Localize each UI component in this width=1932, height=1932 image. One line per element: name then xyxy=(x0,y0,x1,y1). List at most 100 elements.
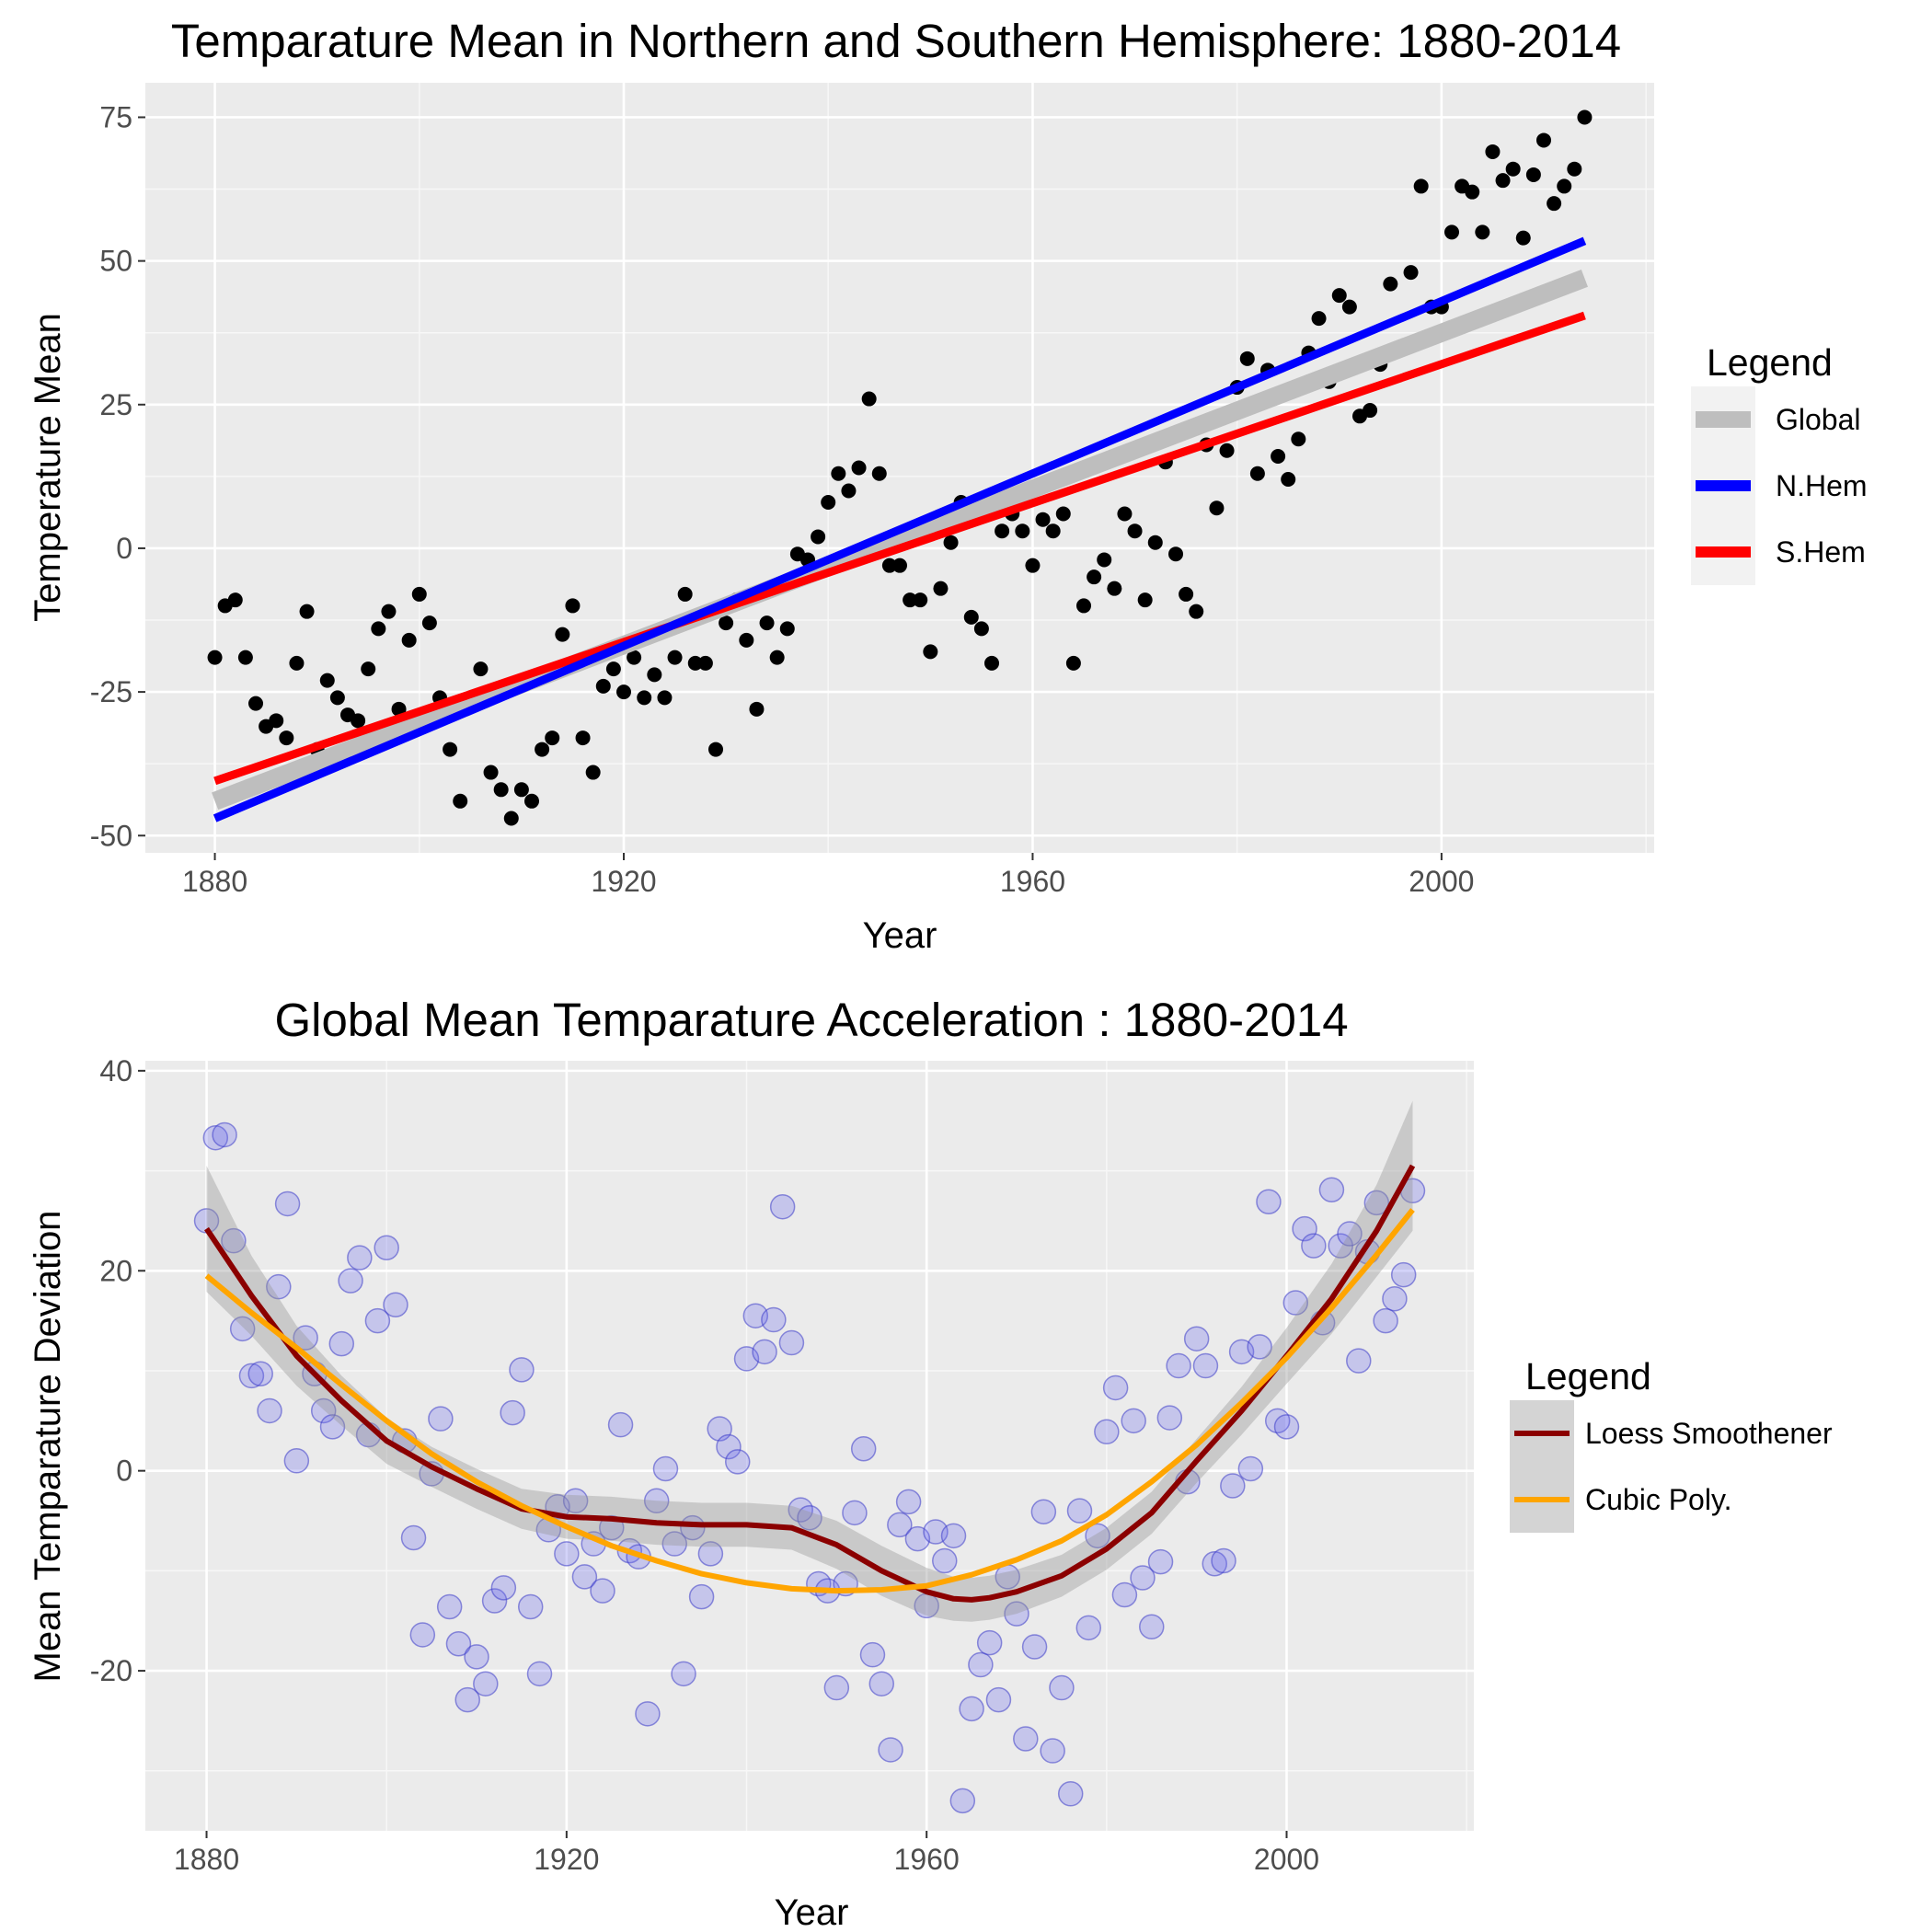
data-point xyxy=(1346,1348,1372,1374)
data-point xyxy=(1271,449,1286,465)
data-point xyxy=(823,1674,850,1701)
acceleration-chart: Global Mean Temparature Acceleration : 1… xyxy=(28,994,1833,1932)
data-layer xyxy=(207,109,1593,826)
data-point xyxy=(778,1329,805,1356)
data-point xyxy=(841,483,857,499)
x-tick-label: 1880 xyxy=(182,865,247,898)
data-point xyxy=(1015,523,1030,539)
data-point xyxy=(443,742,458,757)
data-point xyxy=(1363,403,1378,419)
data-point xyxy=(1168,546,1183,562)
series-line-shem xyxy=(213,311,1586,786)
data-point xyxy=(887,1512,913,1538)
data-point xyxy=(319,673,335,688)
data-point xyxy=(400,1524,427,1551)
legend-label: Cubic Poly. xyxy=(1585,1483,1731,1516)
data-point xyxy=(1249,466,1265,481)
data-point xyxy=(739,632,754,648)
data-point xyxy=(1505,161,1521,177)
data-point xyxy=(949,1788,976,1814)
data-point xyxy=(605,661,621,677)
data-point xyxy=(1127,523,1143,539)
data-point xyxy=(671,1661,696,1687)
data-point xyxy=(1256,1189,1282,1215)
data-point xyxy=(590,1578,615,1604)
data-point xyxy=(535,742,550,757)
chart-title: Global Mean Temparature Acceleration : 1… xyxy=(274,994,1348,1046)
data-point xyxy=(500,1399,525,1426)
data-point xyxy=(677,586,693,602)
legend-label: S.Hem xyxy=(1776,535,1866,569)
data-point xyxy=(903,592,918,608)
y-tick-label: -20 xyxy=(90,1654,132,1687)
data-point xyxy=(1281,471,1296,487)
x-axis-title: Year xyxy=(775,1892,849,1932)
data-point xyxy=(761,1306,787,1333)
data-point xyxy=(202,1124,229,1151)
data-point xyxy=(1209,500,1225,516)
data-point xyxy=(436,1593,463,1620)
data-point xyxy=(247,1361,273,1386)
data-point xyxy=(445,1630,472,1657)
data-point xyxy=(1147,1548,1174,1575)
data-point xyxy=(687,655,703,671)
data-point xyxy=(1065,655,1081,671)
data-point xyxy=(1025,558,1041,573)
data-point xyxy=(1192,1352,1219,1379)
data-point xyxy=(1475,224,1490,240)
data-point xyxy=(1097,552,1112,568)
data-point xyxy=(769,650,785,665)
data-point xyxy=(1465,184,1480,200)
data-point xyxy=(1107,581,1122,596)
data-point xyxy=(565,598,581,614)
data-point xyxy=(940,1523,967,1549)
data-point xyxy=(635,1701,661,1727)
data-point xyxy=(968,1651,994,1678)
data-point xyxy=(293,1325,318,1351)
data-point xyxy=(811,529,826,545)
y-axis-title: Mean Temparature Deviation xyxy=(28,1211,68,1683)
data-point xyxy=(821,494,836,510)
data-point xyxy=(1147,535,1163,550)
data-point xyxy=(985,1686,1012,1713)
data-layer xyxy=(193,1100,1426,1814)
data-point xyxy=(976,1629,1003,1656)
data-point xyxy=(637,690,652,706)
legend-title: Legend xyxy=(1525,1355,1651,1397)
data-point xyxy=(1485,144,1501,159)
data-point xyxy=(524,793,539,809)
data-point xyxy=(1382,1285,1408,1312)
data-point xyxy=(526,1661,553,1687)
data-point xyxy=(473,661,489,677)
data-point xyxy=(319,1414,346,1440)
y-tick-label: 25 xyxy=(99,388,132,421)
data-point xyxy=(453,793,468,809)
legend: Legend Global N.Hem S.Hem xyxy=(1691,341,1868,585)
data-point xyxy=(943,535,959,550)
data-point xyxy=(871,466,887,481)
data-point xyxy=(759,615,775,631)
data-point xyxy=(383,1292,408,1317)
axes: 1880 1920 1960 2000 -20 0 20 40 xyxy=(90,1054,1319,1876)
data-point xyxy=(1166,1352,1191,1379)
data-point xyxy=(554,1541,580,1567)
data-point xyxy=(310,1397,337,1424)
chart-title: Temparature Mean in Northern and Souther… xyxy=(171,15,1621,67)
data-point xyxy=(995,523,1010,539)
data-point xyxy=(708,742,723,757)
grid xyxy=(145,83,1654,853)
data-point xyxy=(517,1593,544,1620)
data-point xyxy=(237,650,253,665)
data-point xyxy=(716,1433,742,1460)
data-point xyxy=(1087,569,1102,585)
data-point xyxy=(1117,506,1133,522)
data-point xyxy=(895,1489,922,1515)
data-point xyxy=(973,621,989,637)
data-point xyxy=(1189,604,1204,619)
data-point xyxy=(1075,1615,1102,1641)
data-point xyxy=(1211,1547,1236,1574)
data-point xyxy=(1383,276,1398,292)
data-point xyxy=(1013,1726,1039,1752)
data-point xyxy=(892,558,907,573)
data-point xyxy=(473,1671,499,1696)
